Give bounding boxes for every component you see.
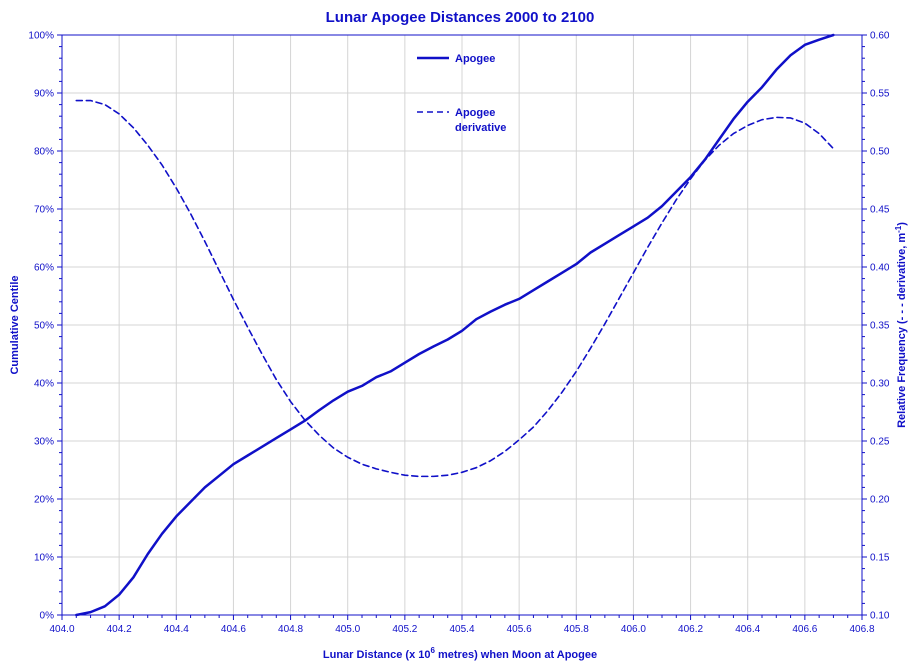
y-axis-right-label: Relative Frequency (- - - derivative, m-…	[894, 222, 908, 428]
x-tick-label: 405.0	[335, 624, 360, 635]
x-tick-label: 405.2	[392, 624, 417, 635]
y-axis-right-label-rest: )	[896, 222, 908, 226]
series-line-apogee	[75, 33, 835, 617]
x-tick-label: 406.2	[678, 624, 703, 635]
x-tick-label: 405.8	[564, 624, 589, 635]
y-right-tick-label: 0.60	[870, 31, 890, 42]
y-left-tick-label: 90%	[34, 89, 54, 100]
x-axis-label-main: Lunar Distance (x 10	[323, 649, 431, 661]
x-tick-label: 404.2	[107, 624, 132, 635]
y-left-tick-label: 80%	[34, 147, 54, 158]
y-axis-right-label-superscript: -1	[894, 225, 903, 233]
x-tick-label: 406.8	[849, 624, 874, 635]
x-tick-label: 406.4	[735, 624, 760, 635]
y-right-tick-label: 0.40	[870, 263, 890, 274]
series-line-apogee-derivative	[75, 99, 835, 478]
x-tick-label: 404.4	[164, 624, 189, 635]
x-tick-label: 404.8	[278, 624, 303, 635]
y-right-tick-label: 0.15	[870, 553, 890, 564]
y-axis-left-label: Cumulative Centile	[9, 275, 21, 374]
x-tick-label: 406.6	[792, 624, 817, 635]
y-left-tick-label: 20%	[34, 495, 54, 506]
y-right-tick-label: 0.45	[870, 205, 890, 216]
y-left-tick-label: 0%	[40, 611, 55, 622]
x-tick-label: 405.4	[449, 624, 474, 635]
ticks-layer: 404.0 404.2 404.4 404.6 404.8 405.0 405.2 405.4…	[28, 31, 889, 636]
y-axis-right-label-main: Relative Frequency (- - - derivative, m	[896, 233, 908, 428]
legend-label-derivative-line1: Apogee	[455, 107, 495, 119]
x-axis-label-rest: metres) when Moon at Apogee	[435, 649, 597, 661]
x-tick-label: 405.6	[507, 624, 532, 635]
y-left-tick-label: 100%	[28, 31, 54, 42]
legend-label-apogee: Apogee	[455, 53, 495, 65]
chart-title: Lunar Apogee Distances 2000 to 2100	[326, 9, 595, 26]
y-left-tick-label: 30%	[34, 437, 54, 448]
y-right-tick-label: 0.30	[870, 379, 890, 390]
legend-label-derivative: Apogee derivative	[455, 107, 506, 134]
legend-label-derivative-line2: derivative	[455, 122, 506, 134]
y-right-tick-label: 0.55	[870, 89, 890, 100]
grid-layer	[61, 34, 863, 616]
x-tick-label: 404.6	[221, 624, 246, 635]
y-right-tick-label: 0.20	[870, 495, 890, 506]
x-axis-label: Lunar Distance (x 106 metres) when Moon …	[323, 646, 597, 661]
legend: Apogee Apogee derivative	[417, 53, 506, 134]
x-tick-label: 404.0	[49, 624, 74, 635]
y-left-tick-label: 50%	[34, 321, 54, 332]
y-left-tick-label: 10%	[34, 553, 54, 564]
y-right-tick-label: 0.25	[870, 437, 890, 448]
x-axis-label-superscript: 6	[430, 646, 435, 655]
y-left-tick-label: 40%	[34, 379, 54, 390]
y-right-tick-label: 0.50	[870, 147, 890, 158]
y-left-tick-label: 60%	[34, 263, 54, 274]
y-right-tick-label: 0.10	[870, 611, 890, 622]
series-layer	[75, 33, 835, 617]
x-tick-label: 406.0	[621, 624, 646, 635]
y-left-tick-label: 70%	[34, 205, 54, 216]
y-right-tick-label: 0.35	[870, 321, 890, 332]
